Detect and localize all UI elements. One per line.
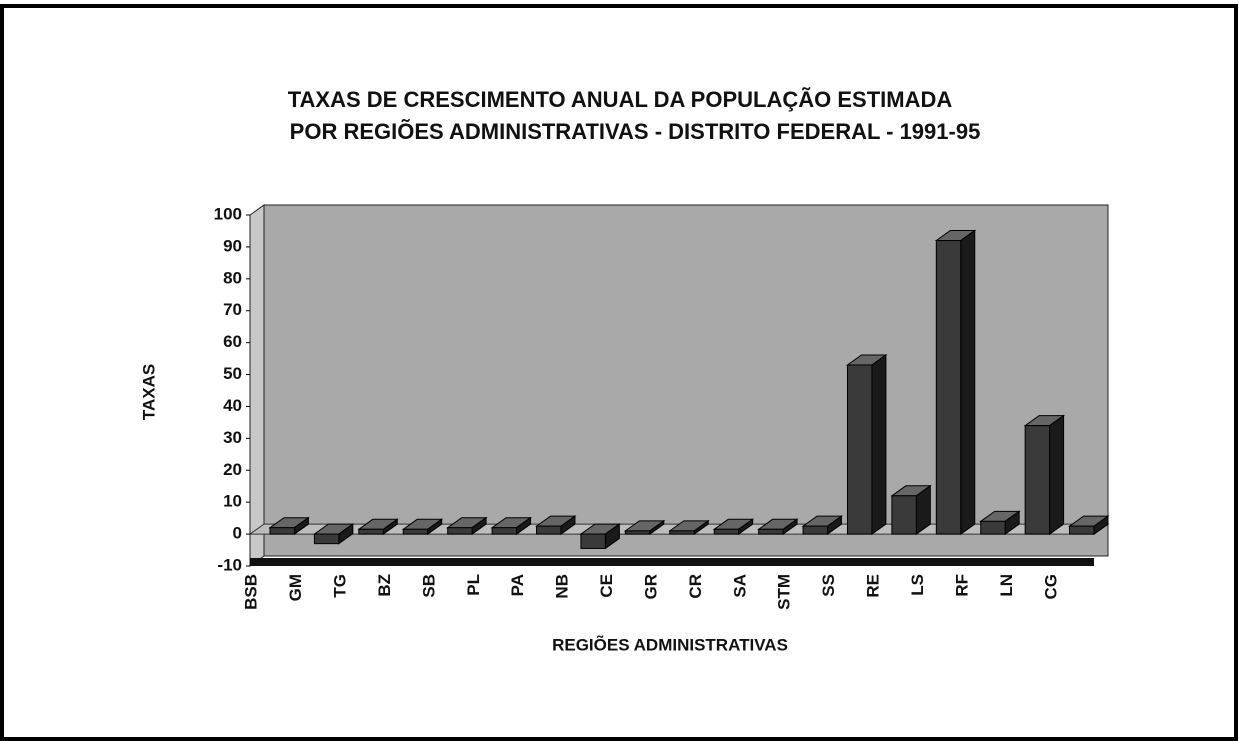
- bar: [713, 528, 740, 535]
- x-tick-label: GR: [641, 574, 660, 600]
- x-tick-label: SS: [819, 574, 838, 597]
- x-tick-label: BSB: [242, 574, 261, 610]
- x-tick-label: RE: [864, 574, 883, 598]
- y-tick-label: 0: [233, 524, 242, 543]
- bar: [536, 525, 562, 535]
- bar: [447, 527, 473, 535]
- x-tick-label: RF: [952, 574, 971, 597]
- x-tick-label: STM: [775, 574, 794, 610]
- floor-base: [250, 558, 1094, 566]
- x-tick-label: LS: [908, 574, 927, 596]
- bar: [669, 530, 695, 535]
- bar: [891, 495, 917, 535]
- x-tick-label: LN: [997, 574, 1016, 597]
- bar: [624, 530, 651, 535]
- side-wall: [249, 204, 265, 567]
- x-tick-label: PL: [464, 574, 483, 596]
- x-tick-label: SB: [419, 574, 438, 598]
- bar-side: [960, 229, 976, 536]
- back-wall: [263, 204, 1109, 557]
- bar: [358, 528, 384, 535]
- y-tick-label: 10: [223, 492, 242, 511]
- bar: [313, 533, 340, 545]
- bar: [802, 525, 828, 535]
- x-tick-label: CG: [1041, 574, 1060, 600]
- y-tick-label: 70: [223, 300, 242, 319]
- x-tick-label: PA: [508, 574, 527, 596]
- y-tick-label: 40: [223, 396, 242, 415]
- y-tick-label: 20: [223, 460, 242, 479]
- bar: [491, 527, 518, 535]
- x-tick-label: SA: [730, 574, 749, 598]
- chart-title: TAXAS DE CRESCIMENTO ANUAL DA POPULAÇÃO …: [288, 87, 953, 112]
- bar-side: [1049, 414, 1065, 536]
- y-tick-label: 90: [223, 236, 242, 255]
- bar: [846, 364, 873, 535]
- x-tick-label: NB: [553, 574, 572, 599]
- y-tick-label: 60: [223, 332, 242, 351]
- x-tick-label: TG: [331, 574, 350, 598]
- bar: [980, 520, 1006, 535]
- bar: [1069, 525, 1095, 535]
- x-axis-label: REGIÕES ADMINISTRATIVAS: [552, 634, 788, 654]
- x-tick-label: CR: [686, 574, 705, 599]
- x-tick-label: GM: [286, 574, 305, 601]
- bar-side: [871, 354, 887, 536]
- bar: [269, 527, 295, 535]
- y-tick-label: 80: [223, 268, 242, 287]
- y-tick-label: 30: [223, 428, 242, 447]
- bar: [935, 240, 962, 535]
- y-tick-label: -10: [217, 555, 242, 574]
- y-tick-label: 50: [223, 364, 242, 383]
- bar: [580, 533, 606, 549]
- x-tick-label: BZ: [375, 574, 394, 597]
- bar: [758, 528, 784, 535]
- y-tick-label: 100: [214, 204, 242, 223]
- bar: [402, 528, 429, 535]
- frame: [0, 4, 1238, 741]
- chart-title: POR REGIÕES ADMINISTRATIVAS - DISTRITO F…: [290, 119, 981, 144]
- bar: [1024, 425, 1051, 535]
- y-axis-label: TAXAS: [139, 364, 158, 420]
- x-tick-label: CE: [597, 574, 616, 598]
